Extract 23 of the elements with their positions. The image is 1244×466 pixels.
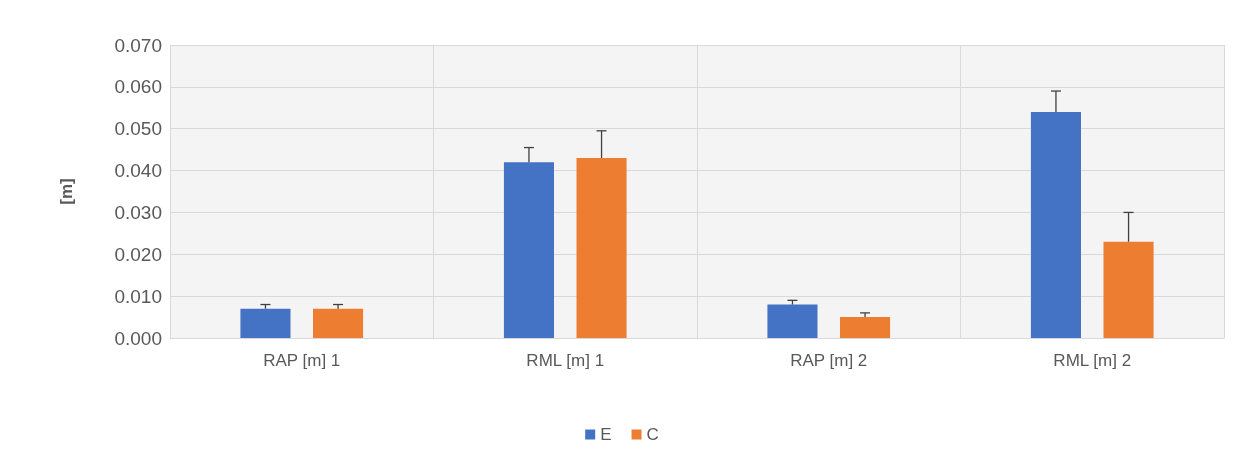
bar xyxy=(1103,241,1154,338)
bar xyxy=(240,308,291,338)
y-tick-label: 0.000 xyxy=(114,327,162,349)
legend-label: C xyxy=(646,425,659,444)
bar xyxy=(503,162,554,338)
bar xyxy=(767,304,818,338)
y-tick-label: 0.020 xyxy=(114,243,162,265)
x-tick-label: RML [m] 2 xyxy=(1053,351,1132,370)
y-axis-title: [m] xyxy=(57,178,76,205)
y-tick-label: 0.040 xyxy=(114,160,162,182)
y-tick-label: 0.070 xyxy=(114,34,162,56)
x-tick-label: RAP [m] 2 xyxy=(790,351,868,370)
bar xyxy=(313,308,364,338)
x-tick-label: RAP [m] 1 xyxy=(263,351,341,370)
y-tick-label: 0.060 xyxy=(114,76,162,98)
y-tick-label: 0.010 xyxy=(114,285,162,307)
legend-label: E xyxy=(600,425,612,444)
bar xyxy=(840,317,891,338)
bar xyxy=(576,158,627,338)
y-tick-label: 0.050 xyxy=(114,118,162,140)
x-tick-label: RML [m] 1 xyxy=(526,351,605,370)
y-tick-label: 0.030 xyxy=(114,201,162,223)
bar xyxy=(1030,111,1081,338)
